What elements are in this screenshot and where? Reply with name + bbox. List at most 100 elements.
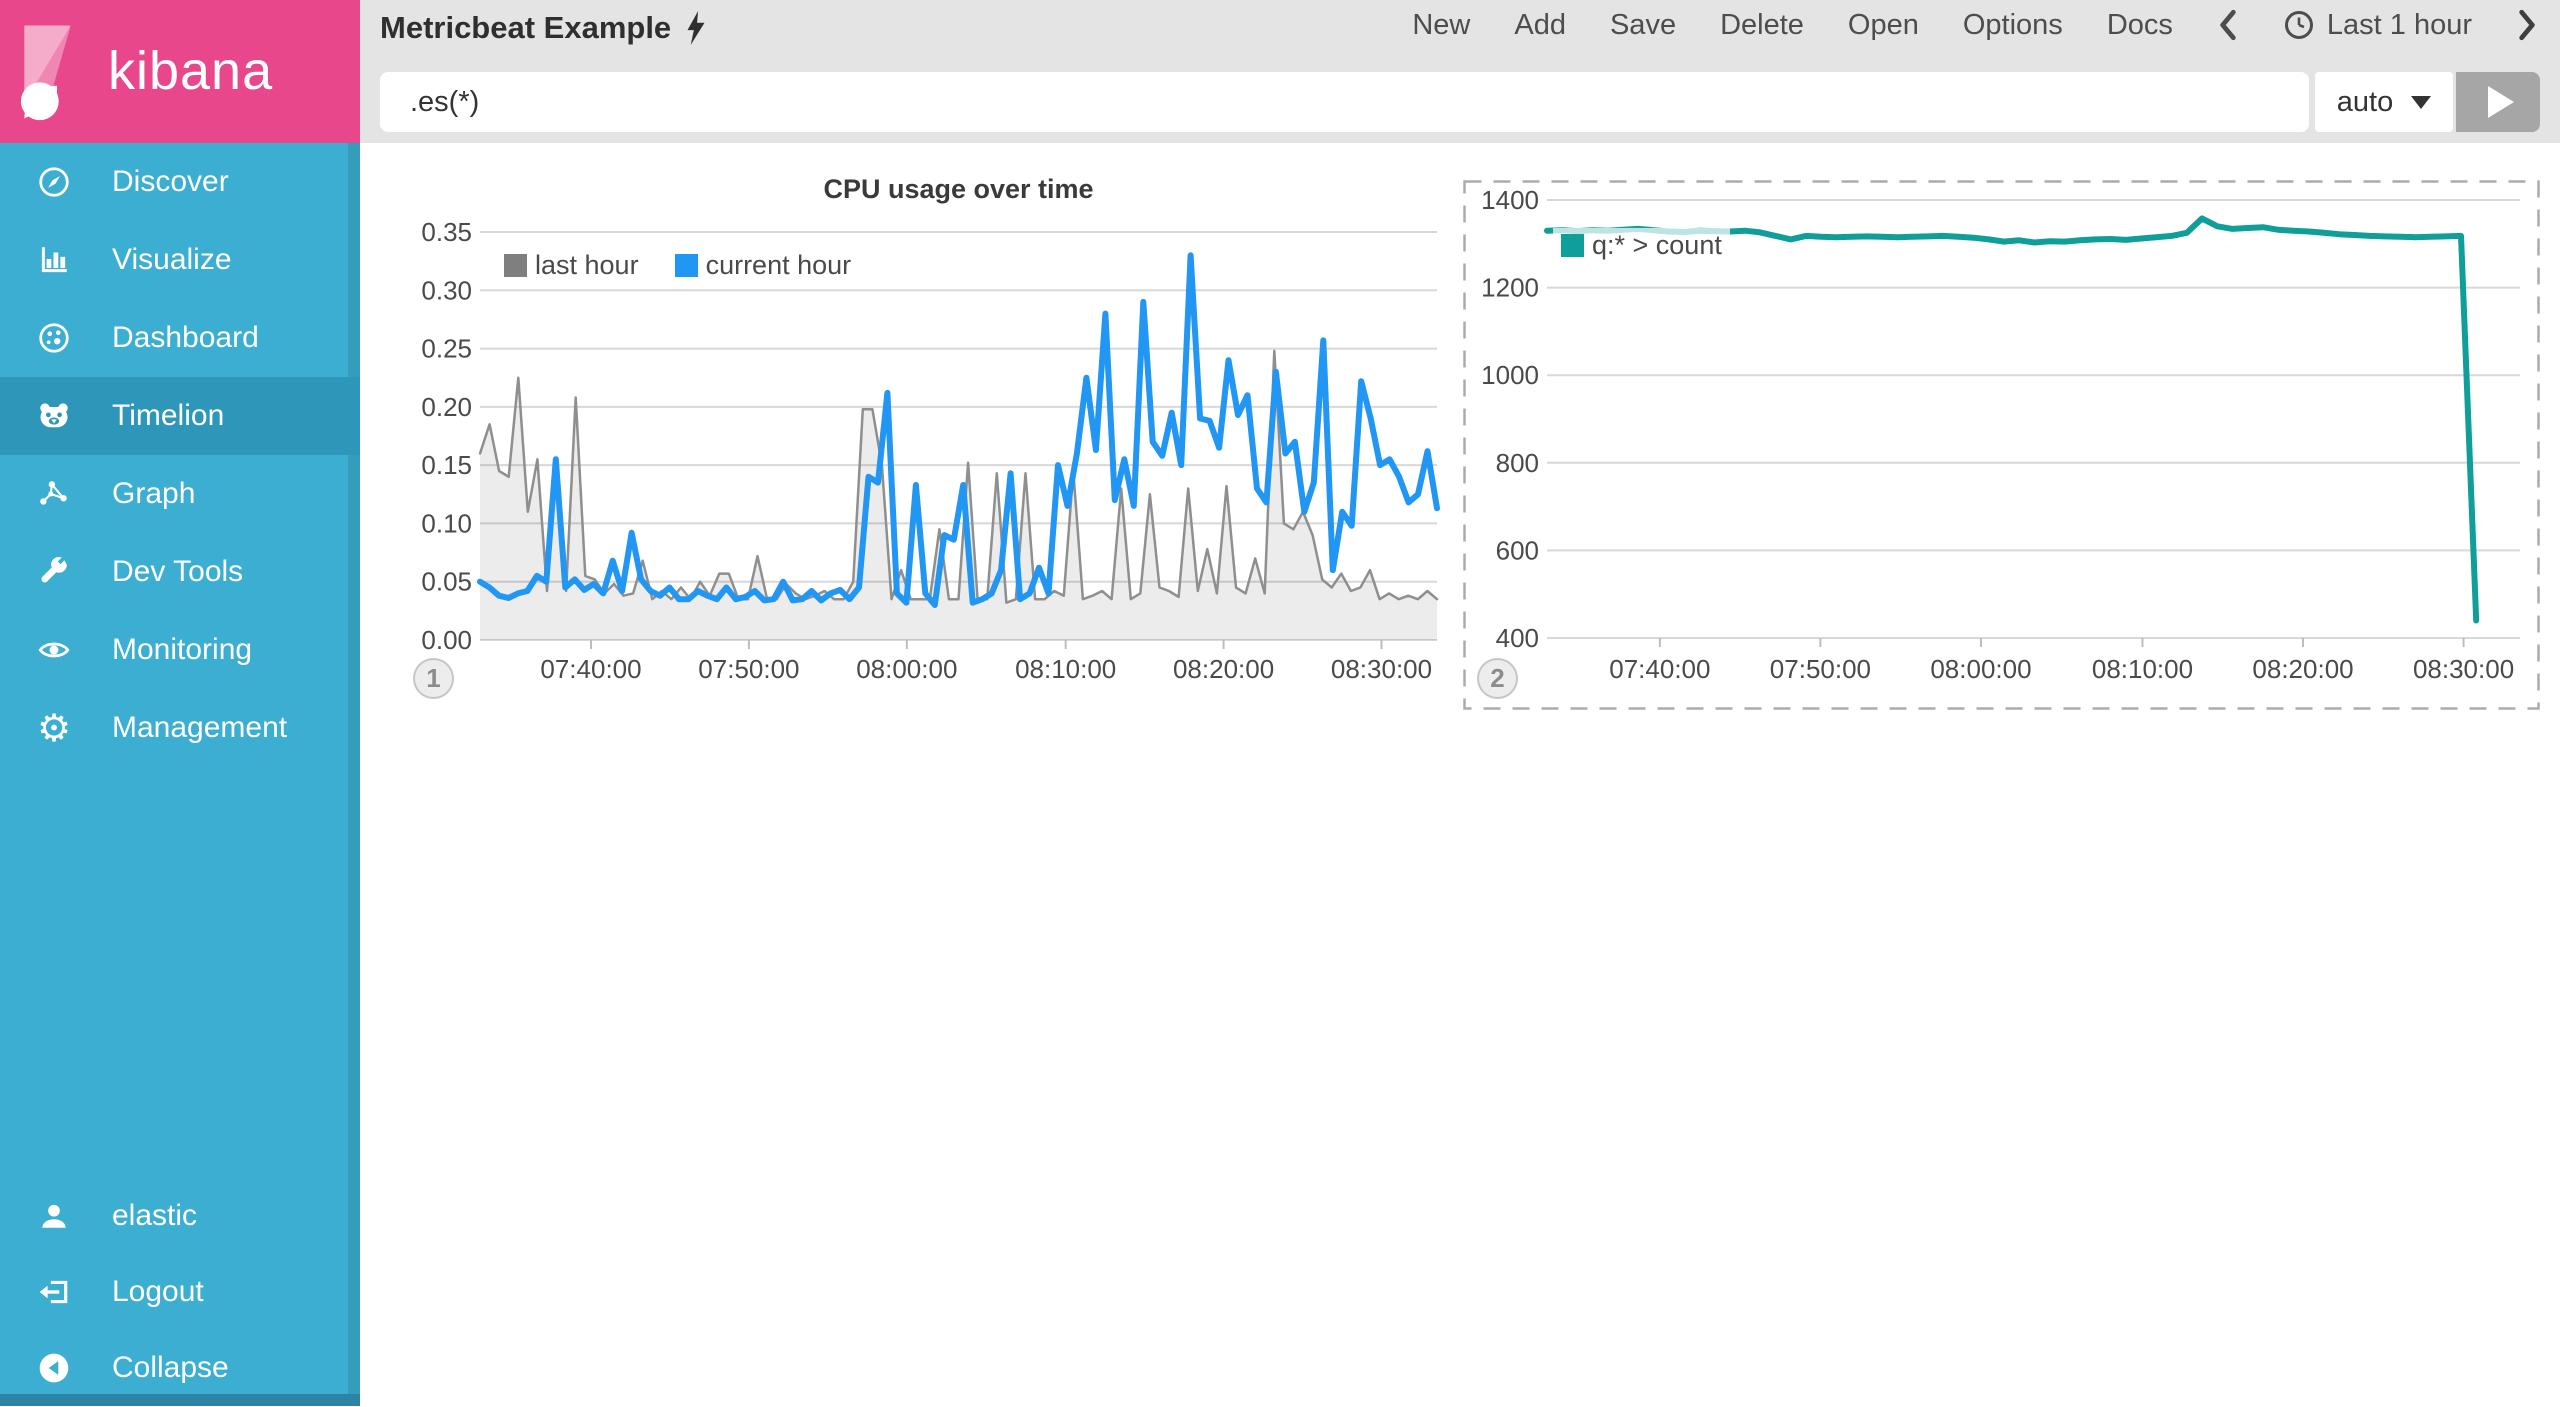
sidebar-item-dev-tools[interactable]: Dev Tools [0,533,360,611]
menu-delete[interactable]: Delete [1720,8,1804,41]
svg-text:600: 600 [1496,535,1539,565]
kibana-logo-icon [20,25,71,121]
menu-new[interactable]: New [1412,8,1471,41]
svg-text:400: 400 [1496,623,1539,653]
svg-text:800: 800 [1496,448,1539,478]
collapse-icon [36,1350,72,1386]
sidebar-item-label: Management [112,711,288,744]
clock-icon [2284,11,2313,39]
sheet-title-text: Metricbeat Example [380,10,672,45]
lightning-icon [687,11,705,45]
compass-icon [36,164,72,200]
sidebar-item-label: Timelion [112,399,225,432]
svg-text:0.00: 0.00 [421,625,472,655]
legend-swatch [504,254,527,277]
chart-number-badge: 2 [1477,658,1518,699]
menu-save[interactable]: Save [1609,8,1677,41]
top-menu: New Add Save Delete Open Options Docs La… [1412,8,2538,42]
svg-text:1200: 1200 [1481,273,1539,303]
cpu-usage-chart-svg: 0.35 0.30 0.25 0.20 0.15 0.10 0.05 0.00 07:40:00… [421,217,1440,684]
sidebar-item-label: Dashboard [112,321,259,354]
time-picker-label: Last 1 hour [2326,8,2472,41]
legend-label: last hour [535,250,639,280]
timelion-icon [36,398,72,434]
svg-text:08:20:00: 08:20:00 [1173,654,1274,684]
sidebar-item-logout[interactable]: Logout [0,1253,360,1331]
sheet-title: Metricbeat Example [380,10,707,46]
sidebar-item-label: Graph [112,477,196,510]
svg-text:0.15: 0.15 [421,450,472,480]
logout-icon [36,1274,72,1310]
chart-number-badge: 1 [413,658,454,699]
sidebar-item-discover[interactable]: Discover [0,143,360,221]
sidebar-item-graph[interactable]: Graph [0,455,360,533]
dashboard-icon [36,320,72,356]
svg-text:0.05: 0.05 [421,567,472,597]
play-icon [2488,86,2514,118]
sidebar-item-label: Visualize [112,243,232,276]
count-chart[interactable]: 1400 1200 1000 800 600 400 07:40:00 07:50:00 08:… [1463,180,2540,710]
legend-item: current hour [674,250,852,281]
menu-open[interactable]: Open [1847,8,1919,41]
bar-chart-icon [36,242,72,278]
sidebar-item-user[interactable]: elastic [0,1177,360,1255]
toolbar: Metricbeat Example New Add Save Delete O… [360,0,2560,143]
svg-text:07:40:00: 07:40:00 [540,654,641,684]
chevron-down-icon [2411,95,2432,109]
svg-text:07:50:00: 07:50:00 [1770,654,1871,684]
svg-text:08:10:00: 08:10:00 [1015,654,1116,684]
sidebar-item-label: Logout [112,1275,204,1308]
sidebar-item-label: Dev Tools [112,555,244,588]
timelion-expression-input[interactable] [380,72,2309,132]
query-row: auto [380,72,2540,132]
kibana-logo[interactable]: kibana [0,0,360,143]
sidebar-item-label: Monitoring [112,633,253,666]
legend-label: current hour [705,250,852,280]
sidebar-item-monitoring[interactable]: Monitoring [0,611,360,689]
sidebar-item-label: Collapse [112,1351,229,1384]
sidebar-item-management[interactable]: ⚙ Management [0,689,360,767]
wrench-icon [36,554,72,590]
sidebar-item-label: Discover [112,165,229,198]
legend-swatch [674,254,698,277]
svg-text:1000: 1000 [1481,360,1539,390]
svg-text:08:10:00: 08:10:00 [2092,654,2193,684]
sidebar-item-label: elastic [112,1199,198,1232]
interval-value: auto [2336,85,2394,118]
sidebar-edge [348,0,360,1406]
svg-text:07:40:00: 07:40:00 [1609,654,1710,684]
run-button[interactable] [2456,72,2540,132]
svg-text:08:00:00: 08:00:00 [856,654,957,684]
legend-label: q:* > count [1592,230,1722,260]
legend-item: q:* > count [1561,230,1722,261]
svg-text:08:30:00: 08:30:00 [1331,654,1432,684]
menu-docs[interactable]: Docs [2106,8,2173,41]
svg-text:0.25: 0.25 [421,334,472,364]
time-forward-icon[interactable] [2516,8,2538,42]
menu-options[interactable]: Options [1962,8,2063,41]
legend-swatch [1561,234,1584,257]
svg-text:0.10: 0.10 [421,508,472,538]
time-picker[interactable]: Last 1 hour [2283,9,2472,42]
time-back-icon[interactable] [2217,8,2239,42]
eye-icon [36,632,72,668]
menu-add[interactable]: Add [1514,8,1566,41]
svg-text:07:50:00: 07:50:00 [698,654,799,684]
user-icon [36,1198,72,1234]
sidebar-item-visualize[interactable]: Visualize [0,221,360,299]
chart-legend: last hour current hour [496,248,860,283]
sidebar-item-collapse[interactable]: Collapse [0,1329,360,1407]
sidebar-item-dashboard[interactable]: Dashboard [0,299,360,377]
sidebar: kibana Discover Visualize Dashboard Time… [0,0,360,1406]
svg-text:08:20:00: 08:20:00 [2252,654,2353,684]
gear-icon: ⚙ [36,706,72,750]
sidebar-item-timelion[interactable]: Timelion [0,377,360,455]
svg-text:0.20: 0.20 [421,392,472,422]
sidebar-bottom-strip [0,1394,360,1406]
legend-item: last hour [504,250,639,281]
interval-select[interactable]: auto [2315,72,2453,132]
svg-text:08:00:00: 08:00:00 [1930,654,2031,684]
cpu-usage-chart[interactable]: CPU usage over time 0.35 0.30 0.25 0.20 0.15… [380,168,1445,713]
svg-text:1400: 1400 [1481,185,1539,215]
count-chart-svg: 1400 1200 1000 800 600 400 07:40:00 07:50:00 08:… [1463,180,2540,710]
